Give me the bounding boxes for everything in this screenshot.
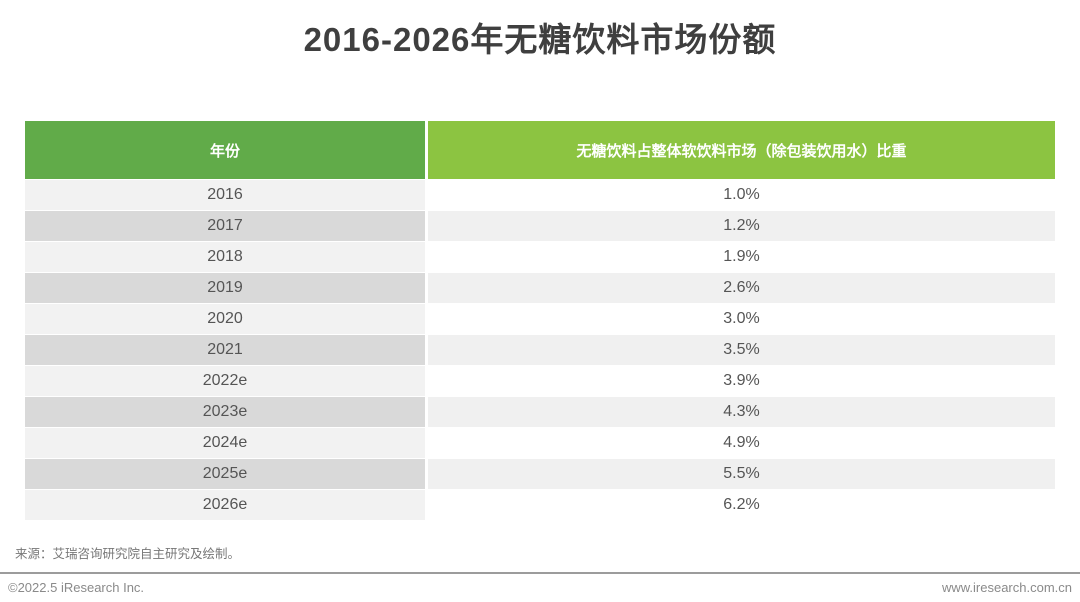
table-row: 2025e 5.5% [25, 459, 1055, 489]
table-row: 2018 1.9% [25, 242, 1055, 272]
year-cell: 2026e [25, 490, 425, 520]
share-cell: 3.0% [428, 304, 1055, 334]
table-row: 2021 3.5% [25, 335, 1055, 365]
year-cell: 2024e [25, 428, 425, 458]
share-cell: 1.2% [428, 211, 1055, 241]
table-row: 2020 3.0% [25, 304, 1055, 334]
table-body: 2016 1.0% 2017 1.2% 2018 1.9% 2019 2.6% … [25, 180, 1055, 520]
share-cell: 1.9% [428, 242, 1055, 272]
market-share-table: 年份 无糖饮料占整体软饮料市场（除包装饮用水）比重 2016 1.0% 2017… [25, 121, 1055, 521]
table-row: 2022e 3.9% [25, 366, 1055, 396]
footer-divider [0, 572, 1080, 574]
year-cell: 2022e [25, 366, 425, 396]
footer-website: www.iresearch.com.cn [941, 580, 1072, 595]
share-cell: 4.9% [428, 428, 1055, 458]
table-header-year: 年份 [25, 121, 425, 179]
table-header-row: 年份 无糖饮料占整体软饮料市场（除包装饮用水）比重 [25, 121, 1055, 179]
year-cell: 2017 [25, 211, 425, 241]
year-cell: 2023e [25, 397, 425, 427]
table-row: 2019 2.6% [25, 273, 1055, 303]
year-cell: 2020 [25, 304, 425, 334]
share-cell: 6.2% [428, 490, 1055, 520]
table-row: 2016 1.0% [25, 180, 1055, 210]
year-cell: 2019 [25, 273, 425, 303]
share-cell: 1.0% [428, 180, 1055, 210]
table-row: 2024e 4.9% [25, 428, 1055, 458]
footer-copyright: ©2022.5 iResearch Inc. [8, 580, 145, 595]
share-cell: 5.5% [428, 459, 1055, 489]
table-row: 2017 1.2% [25, 211, 1055, 241]
share-cell: 4.3% [428, 397, 1055, 427]
table-header-share: 无糖饮料占整体软饮料市场（除包装饮用水）比重 [428, 121, 1055, 179]
source-note: 来源：艾瑞咨询研究院自主研究及绘制。 [15, 547, 241, 561]
year-cell: 2021 [25, 335, 425, 365]
table-row: 2026e 6.2% [25, 490, 1055, 520]
share-cell: 3.5% [428, 335, 1055, 365]
table-row: 2023e 4.3% [25, 397, 1055, 427]
year-cell: 2016 [25, 180, 425, 210]
year-cell: 2018 [25, 242, 425, 272]
share-cell: 3.9% [428, 366, 1055, 396]
share-cell: 2.6% [428, 273, 1055, 303]
page-title: 2016-2026年无糖饮料市场份额 [303, 21, 777, 58]
year-cell: 2025e [25, 459, 425, 489]
